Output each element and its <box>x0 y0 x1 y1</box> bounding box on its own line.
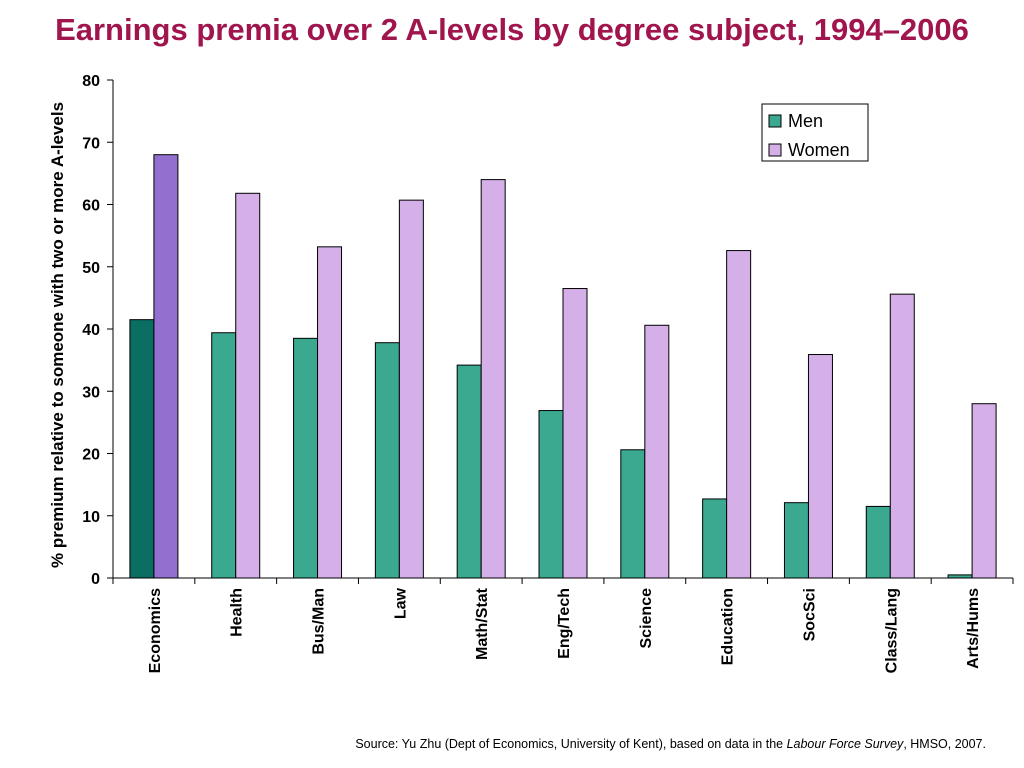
bar-women-arts-hums <box>971 403 997 579</box>
y-tick-label: 80 <box>82 73 100 90</box>
bar-men-class-lang <box>865 505 891 579</box>
bar-men-science <box>620 449 646 579</box>
bar-men-eng-tech <box>538 410 564 579</box>
bar-women-class-lang <box>889 293 915 579</box>
bar-men-law <box>374 342 400 579</box>
bar-women-science <box>644 324 670 579</box>
y-tick-label: 10 <box>82 509 100 526</box>
y-tick-label: 70 <box>82 135 100 152</box>
source-note: Source: Yu Zhu (Dept of Economics, Unive… <box>355 737 986 751</box>
chart-title: Earnings premia over 2 A-levels by degre… <box>55 12 969 47</box>
bar-women-law <box>398 199 424 579</box>
x-tick-label: Eng/Tech <box>556 588 573 659</box>
x-tick-label: Law <box>392 587 409 619</box>
axes-layer: Economics Health Bus/Man Law Math/Stat Eng/Te… <box>82 73 1014 673</box>
bar-men-economics <box>129 319 155 579</box>
bar-women-economics <box>153 154 179 579</box>
y-tick-label: 60 <box>82 198 100 215</box>
x-tick-label: Math/Stat <box>474 587 491 660</box>
legend-swatch-men <box>768 114 782 128</box>
source-italic: Labour Force Survey <box>786 737 904 751</box>
bar-women-eng-tech <box>562 288 588 579</box>
source-suffix: , HMSO, 2007. <box>903 737 986 751</box>
bar-women-socsci <box>807 354 833 579</box>
bar-men-health <box>211 332 237 579</box>
bar-women-education <box>726 250 752 579</box>
x-tick-label: Economics <box>147 588 164 673</box>
x-tick-label: Class/Lang <box>883 588 900 673</box>
bar-women-bus-man <box>317 246 343 579</box>
y-tick-label: 0 <box>91 571 100 588</box>
legend-label-men: Men <box>788 111 823 131</box>
bar-men-math-stat <box>456 364 482 579</box>
legend-label-women: Women <box>788 140 850 160</box>
bar-men-bus-man <box>293 337 319 579</box>
legend-swatch-women <box>768 143 782 157</box>
y-axis-label: % premium relative to someone with two o… <box>48 102 67 568</box>
bar-women-health <box>235 192 261 579</box>
y-tick-label: 30 <box>82 384 100 401</box>
x-tick-label: Health <box>229 588 246 637</box>
bar-men-socsci <box>783 502 809 579</box>
x-tick-label: Bus/Man <box>311 588 328 655</box>
x-tick-label: Science <box>638 588 655 649</box>
bar-men-education <box>702 498 728 579</box>
bars-layer <box>129 154 997 579</box>
x-tick-label: Education <box>720 588 737 665</box>
y-axis-label-group: % premium relative to someone with two o… <box>48 102 67 568</box>
source-prefix: Source: Yu Zhu (Dept of Economics, Unive… <box>355 737 787 751</box>
x-tick-label: SocSci <box>801 588 818 641</box>
y-tick-label: 50 <box>82 260 100 277</box>
legend: Men Women <box>761 103 869 162</box>
x-tick-label: Arts/Hums <box>965 588 982 669</box>
y-tick-label: 40 <box>82 322 100 339</box>
y-tick-label: 20 <box>82 447 100 464</box>
bar-women-math-stat <box>480 179 506 579</box>
